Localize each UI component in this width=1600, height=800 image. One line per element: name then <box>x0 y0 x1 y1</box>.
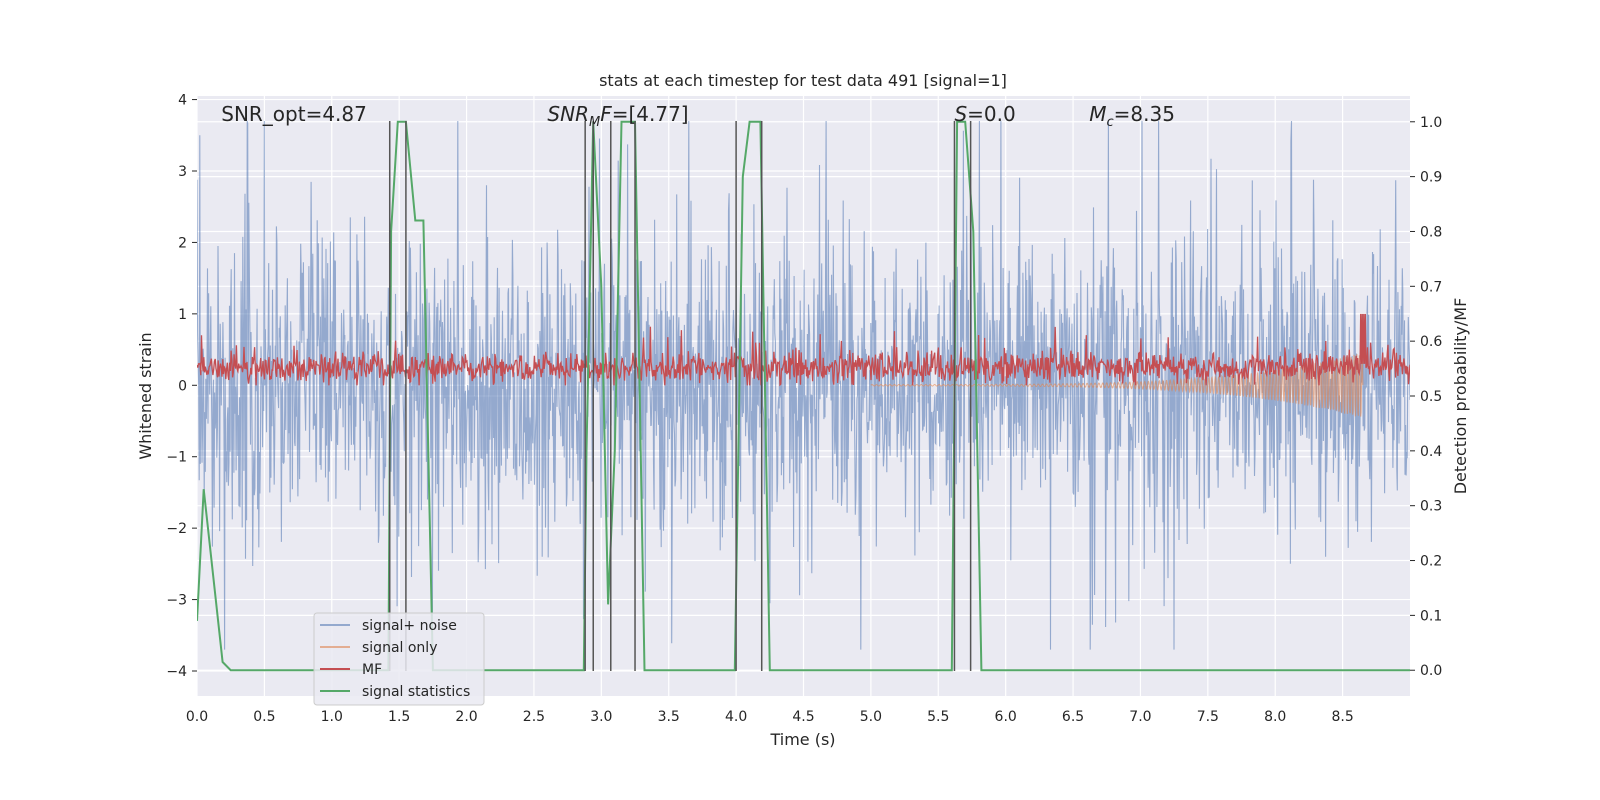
legend: signal+ noise signal only MF signal statist… <box>313 612 485 706</box>
y2-tick-label: 0.8 <box>1420 224 1442 240</box>
y2-tick-label: 0.1 <box>1420 608 1442 624</box>
series-signal-noise <box>197 120 1410 650</box>
y2-tick-label: 0.0 <box>1420 663 1442 679</box>
y-axis-label: Whitened strain <box>136 332 155 459</box>
legend-label: MF <box>362 662 382 678</box>
x-tick-label: 0.0 <box>186 709 208 725</box>
y-tick-label: 2 <box>178 235 187 251</box>
y-tick-label: −2 <box>166 521 187 537</box>
x-tick-label: 8.0 <box>1264 709 1286 725</box>
legend-label: signal only <box>362 640 437 656</box>
x-axis: 0.0 0.5 1.0 1.5 2.0 2.5 3.0 3.5 4.0 4.5 5.0 5.5 6.0 6… <box>186 709 1354 725</box>
x-tick-label: 4.5 <box>792 709 814 725</box>
y-tick-label: 1 <box>178 307 187 323</box>
legend-box <box>313 612 485 706</box>
annotation-mc-value: Mc=8.35 <box>1089 102 1175 130</box>
y2-tick-label: 0.2 <box>1420 554 1442 570</box>
x-tick-label: 7.5 <box>1197 709 1219 725</box>
x-tick-label: 2.0 <box>455 709 477 725</box>
legend-label: signal statistics <box>362 684 470 700</box>
x-axis-label: Time (s) <box>769 730 835 749</box>
annotation-snr-opt: SNR_opt=4.87 <box>221 102 367 126</box>
y-tick-label: 0 <box>178 378 187 394</box>
x-tick-label: 8.5 <box>1331 709 1353 725</box>
x-tick-label: 3.5 <box>658 709 680 725</box>
x-tick-label: 3.0 <box>590 709 612 725</box>
y2-tick-label: 0.3 <box>1420 499 1442 515</box>
chart-title: stats at each timestep for test data 491… <box>599 71 1007 90</box>
x-tick-label: 0.5 <box>253 709 275 725</box>
x-tick-label: 6.0 <box>995 709 1017 725</box>
y2-tick-label: 0.5 <box>1420 389 1442 405</box>
y-tick-label: −3 <box>166 593 187 609</box>
series-mf <box>197 313 1410 387</box>
y2-tick-label: 0.4 <box>1420 444 1442 460</box>
annotations: SNR_opt=4.87 SNRMF=[4.77] S=0.0 Mc=8.35 <box>221 102 1175 130</box>
series-signal-statistics <box>197 120 1410 672</box>
x-tick-label: 1.0 <box>321 709 343 725</box>
annotation-s-value: S=0.0 <box>954 102 1015 126</box>
x-tick-label: 2.5 <box>523 709 545 725</box>
x-tick-label: 6.5 <box>1062 709 1084 725</box>
x-tick-label: 7.0 <box>1129 709 1151 725</box>
y2-tick-label: 0.7 <box>1420 279 1442 295</box>
y-axis-right: 0.0 0.1 0.2 0.3 0.4 0.5 0.6 0.7 0.8 0.9 1.0 <box>1410 115 1442 679</box>
y2-tick-label: 0.6 <box>1420 334 1442 350</box>
legend-label: signal+ noise <box>362 618 457 634</box>
annotation-snr-mf: SNRMF=[4.77] <box>547 102 688 130</box>
x-tick-label: 5.0 <box>860 709 882 725</box>
x-tick-label: 1.5 <box>388 709 410 725</box>
y-tick-label: −1 <box>166 450 187 466</box>
y-tick-label: −4 <box>166 664 187 680</box>
y2-tick-label: 0.9 <box>1420 170 1442 186</box>
y-axis-left: −4 −3 −2 −1 0 1 2 3 4 <box>166 93 197 680</box>
y2-tick-label: 1.0 <box>1420 115 1442 131</box>
x-tick-label: 5.5 <box>927 709 949 725</box>
y-tick-label: 4 <box>178 93 187 109</box>
y-tick-label: 3 <box>178 164 187 180</box>
series-signal-only <box>870 352 1364 417</box>
plot-area <box>197 120 1410 672</box>
x-tick-label: 4.0 <box>725 709 747 725</box>
vertical-markers <box>388 121 972 671</box>
y2-axis-label: Detection probability/MF <box>1451 298 1470 495</box>
